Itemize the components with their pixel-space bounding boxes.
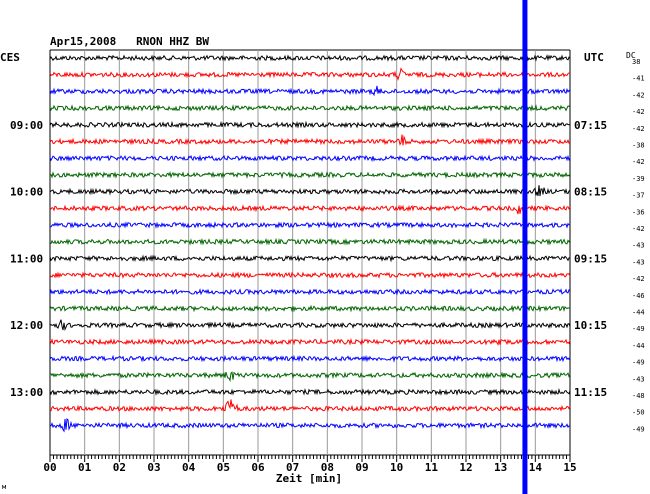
trace-row (49, 154, 571, 163)
x-tick-label: 03 (147, 461, 160, 474)
chart-title: Apr15,2008 RNON HHZ BW (50, 35, 209, 48)
dc-offset-label: -42 (632, 125, 645, 133)
left-time-label: 11:00 (10, 252, 43, 265)
x-tick-label: 02 (113, 461, 126, 474)
x-tick-label: 15 (563, 461, 576, 474)
x-tick-label: 13 (494, 461, 507, 474)
dc-offset-label: -44 (632, 309, 645, 317)
left-time-labels: 09:00 10:00 11:00 12:00 13:00 (10, 119, 43, 399)
trace-row (49, 417, 571, 433)
trace-row (49, 54, 571, 62)
trace-row (49, 67, 571, 81)
right-time-label: 07:15 (574, 119, 607, 132)
trace-row (49, 304, 571, 313)
trace-row (49, 319, 571, 331)
trace-row (49, 371, 571, 383)
corner-mark: м (2, 483, 7, 491)
right-axis-label: UTC (584, 51, 604, 64)
dc-offset-label: -43 (632, 375, 645, 383)
dc-offset-label: 38 (632, 58, 640, 66)
plot-frame (49, 49, 571, 456)
trace-row (49, 170, 571, 179)
trace-row (49, 85, 571, 97)
trace-row (49, 337, 571, 346)
x-tick-label: 01 (78, 461, 92, 474)
trace-row (49, 104, 571, 112)
left-time-label: 13:00 (10, 386, 43, 399)
dc-offset-label: -42 (632, 158, 645, 166)
right-time-label: 11:15 (574, 386, 607, 399)
x-tick-label: 11 (425, 461, 439, 474)
dc-offset-label: -43 (632, 258, 645, 266)
trace-row (49, 134, 571, 146)
left-axis-label: CES (0, 51, 20, 64)
dc-offset-labels: 38 -41 -42 -42 -42 -38 -42 -39 -37 -36 -42 -43 -43 -4… (632, 58, 645, 433)
dc-offset-label: -36 (632, 208, 645, 216)
x-tick-label: 12 (459, 461, 472, 474)
dc-offset-label: -37 (632, 192, 645, 200)
left-time-label: 10:00 (10, 186, 43, 199)
right-time-labels: 07:15 08:15 09:15 10:15 11:15 (574, 119, 607, 399)
trace-row (49, 120, 571, 129)
right-time-label: 10:15 (574, 319, 607, 332)
dc-offset-label: -49 (632, 359, 645, 367)
dc-offset-label: -39 (632, 175, 645, 183)
dc-offset-label: -49 (632, 425, 645, 433)
trace-group (49, 54, 571, 433)
dc-offset-label: -46 (632, 292, 645, 300)
dc-offset-label: -38 (632, 142, 645, 150)
x-tick-label: 10 (390, 461, 403, 474)
trace-row (49, 254, 571, 263)
dc-offset-label: -41 (632, 75, 645, 83)
trace-row (50, 221, 571, 230)
dc-offset-label: -42 (632, 225, 645, 233)
x-axis-label: Zeit [min] (276, 472, 342, 485)
dc-offset-label: -42 (632, 91, 645, 99)
left-time-label: 09:00 (10, 119, 43, 132)
x-ticks: 00 01 02 03 04 05 06 07 08 09 10 11 12 13 14 15 (43, 455, 577, 474)
x-tick-label: 00 (43, 461, 56, 474)
x-tick-label: 07 (286, 461, 299, 474)
dc-offset-label: -42 (632, 275, 645, 283)
right-time-label: 09:15 (574, 252, 607, 265)
dc-offset-label: -42 (632, 108, 645, 116)
left-time-label: 12:00 (10, 319, 43, 332)
x-tick-label: 04 (182, 461, 196, 474)
trace-row (49, 237, 571, 246)
x-tick-label: 09 (355, 461, 368, 474)
trace-row (49, 354, 571, 363)
dc-offset-label: -50 (632, 409, 645, 417)
x-tick-label: 08 (321, 461, 334, 474)
minute-gridlines (84, 50, 536, 455)
dc-offset-label: -48 (632, 392, 645, 400)
trace-row (49, 185, 571, 197)
trace-row (49, 399, 571, 413)
x-tick-label: 14 (529, 461, 543, 474)
x-tick-label: 06 (251, 461, 265, 474)
dc-offset-label: -43 (632, 242, 645, 250)
dc-offset-label: -49 (632, 325, 645, 333)
x-tick-label: 05 (217, 461, 230, 474)
dc-offset-label: -44 (632, 342, 645, 350)
trace-row (49, 204, 571, 215)
trace-row (49, 271, 571, 280)
trace-row (49, 387, 571, 396)
right-time-label: 08:15 (574, 186, 607, 199)
trace-row (49, 287, 571, 296)
dc-label: DC (626, 51, 636, 60)
